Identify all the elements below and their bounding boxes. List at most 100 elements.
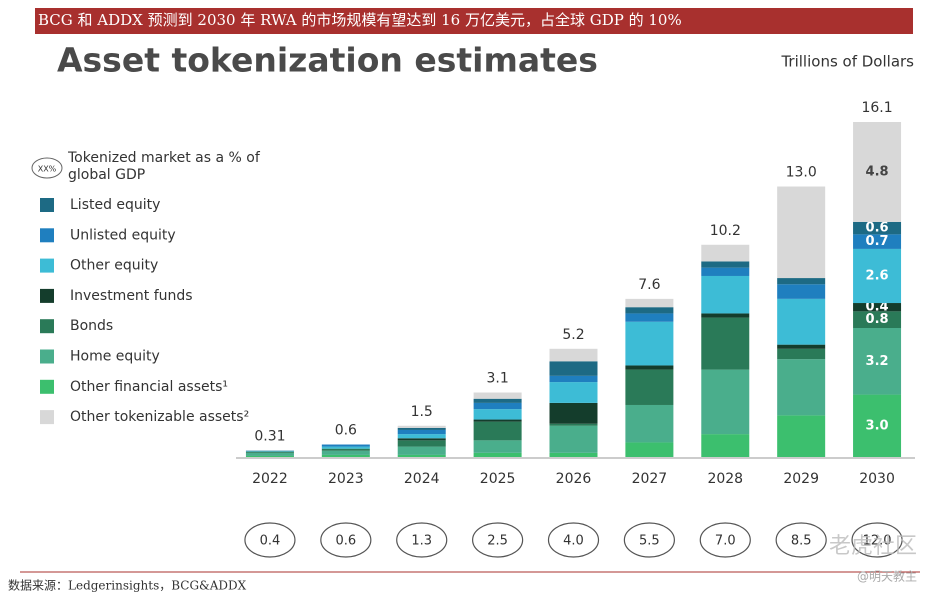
segment-label: 0.8 [866,312,889,327]
bar-segment [777,278,826,285]
bar-segment [853,221,902,235]
bar-segment [777,186,826,279]
bar-segment [625,369,674,405]
bar-segment [701,275,750,314]
bar-segment [853,248,902,304]
bar-segment [777,344,826,349]
total-label: 3.1 [486,370,508,386]
legend-swatch [40,258,54,273]
bar-segment [397,425,446,428]
gdp-label: 1.3 [411,534,432,549]
gdp-label: 0.4 [260,534,281,549]
bar-segment [321,446,370,449]
x-tick-label: 2030 [859,471,895,487]
total-label: 5.2 [562,327,584,343]
header: BCG 和 ADDX 预测到 2030 年 RWA 的市场规模有望达到 16 万… [38,11,682,29]
gdp-oval [547,522,600,558]
bar-segment [625,313,674,322]
bar-segment [245,452,294,456]
gdp-oval [472,522,524,558]
bar-segment [473,402,522,410]
legend-swatch [40,319,54,334]
bar-segment [549,375,598,383]
legend-label: Unlisted equity [70,227,176,243]
bar-segment [473,421,522,441]
bar-segment [321,448,370,451]
total-label: 7.6 [638,277,660,293]
bar-segment [853,234,902,249]
bar-segment [701,434,750,457]
chart-title: Asset tokenization estimates [57,41,598,80]
bar-segment [625,321,674,366]
bar-segment [777,298,826,345]
legend-label: Other tokenizable assets² [70,409,249,425]
gdp-label: 12.0 [863,534,892,549]
watermark: @明天教主 [857,569,917,584]
legend-swatch [40,228,54,243]
gdp-label: 2.5 [487,534,508,549]
segment-label: 4.8 [866,164,889,179]
unit-label: Trillions of Dollars [780,53,914,71]
legend-label: Other financial assets¹ [70,379,228,395]
source: 数据来源：Ledgerinsights，BCG&ADDX [8,578,247,593]
bar-segment [245,451,294,453]
gdp-oval [320,522,372,558]
bar-segment [473,409,522,420]
x-tick-label: 2024 [404,471,440,487]
total-label: 1.5 [411,404,433,420]
legend-swatch [40,198,54,212]
bar-segment [549,348,598,362]
total-label: 0.6 [335,423,357,439]
segment-label: 3.0 [866,418,889,433]
bar-segment [473,419,522,422]
header-bar [35,8,913,34]
bar-segment [397,454,446,457]
bar-segment [777,284,826,299]
segment-label: 0.7 [866,234,889,249]
legend-swatch [40,379,54,394]
segment-label: 3.2 [866,354,889,369]
bar-segment [245,450,294,452]
bar-segment [397,440,446,447]
gdp-oval [244,522,296,558]
gdp-label: 7.0 [715,534,736,549]
gdp-label: 5.5 [639,534,660,549]
bar-segment [397,427,446,430]
legend-swatch [40,288,54,303]
x-tick-label: 2023 [328,471,364,487]
legend-label: Bonds [70,318,113,334]
bar-segment [549,425,598,453]
x-tick-label: 2028 [707,471,743,487]
bar-segment [701,313,750,318]
total-label: 16.1 [861,100,892,116]
bar-segment [549,402,598,424]
x-tick-label: 2029 [783,471,819,487]
bar-segment [701,369,750,435]
x-tick-label: 2027 [632,471,668,487]
bar-segment [701,261,750,268]
bar-segment [549,382,598,403]
segment-label: 0.4 [866,300,889,315]
bar-segment [625,365,674,370]
bar-segment [853,311,902,328]
x-tick-label: 2025 [480,471,516,487]
total-label: 13.0 [786,165,817,181]
bar-segment [701,267,750,276]
bar-segment [397,429,446,435]
x-tick-label: 2026 [556,471,592,487]
watermark: 老虎社区 [829,534,917,559]
gdp-oval [699,522,751,558]
bar-segment [625,307,674,314]
segment-label: 2.6 [866,268,889,283]
legend-label: Listed equity [70,197,160,213]
bar-segment [397,434,446,439]
bar-segment [397,446,446,455]
bar-segment [777,359,826,416]
bar-segment [321,450,370,455]
gdp-legend-symbol: XX% [38,165,57,174]
gdp-label: 0.6 [335,534,356,549]
bar-segment [853,303,902,312]
bar-segment [777,348,826,360]
legend-swatch [40,410,54,425]
bar-segment [321,454,370,457]
